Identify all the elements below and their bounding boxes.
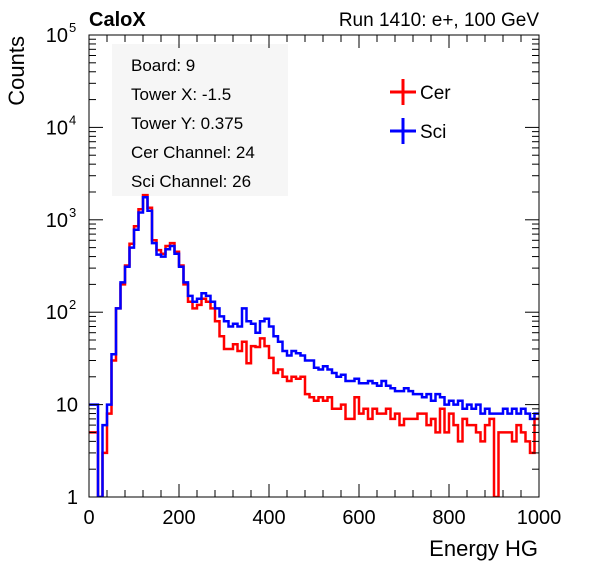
x-axis-label: Energy HG bbox=[429, 536, 538, 561]
x-tick-label: 0 bbox=[83, 507, 94, 529]
x-tick-label: 200 bbox=[162, 507, 195, 529]
y-tick-exponent: 3 bbox=[69, 205, 76, 220]
y-tick-exponent: 5 bbox=[69, 20, 76, 35]
series-layer bbox=[89, 193, 539, 497]
y-tick-label: 1 bbox=[67, 487, 78, 509]
info-text-line: Tower X: -1.5 bbox=[131, 85, 231, 104]
chart-title-right: Run 1410: e+, 100 GeV bbox=[339, 10, 540, 31]
y-tick-exponent: 2 bbox=[69, 297, 76, 312]
y-tick-label: 10 bbox=[46, 25, 68, 47]
x-tick-label: 800 bbox=[432, 507, 465, 529]
y-tick-label: 10 bbox=[46, 117, 68, 139]
info-text-line: Tower Y: 0.375 bbox=[131, 114, 243, 133]
info-text-line: Sci Channel: 26 bbox=[131, 172, 251, 191]
info-text-line: Cer Channel: 24 bbox=[131, 143, 255, 162]
info-box-background bbox=[112, 44, 288, 196]
y-tick-label: 10 bbox=[46, 302, 68, 324]
x-tick-label: 600 bbox=[342, 507, 375, 529]
y-axis-label: Counts bbox=[4, 36, 29, 106]
legend: Cer Sci bbox=[390, 79, 451, 144]
x-tick-label: 1000 bbox=[517, 507, 562, 529]
plot-frame bbox=[88, 34, 540, 498]
x-tick-label: 400 bbox=[252, 507, 285, 529]
series-line-sci bbox=[89, 196, 539, 497]
y-tick-label: 10 bbox=[46, 210, 68, 232]
chart-title-left: CaloX bbox=[89, 9, 146, 31]
legend-label-sci: Sci bbox=[420, 122, 446, 143]
y-tick-exponent: 4 bbox=[69, 112, 76, 127]
info-text-line: Board: 9 bbox=[131, 56, 195, 75]
y-tick-label: 10 bbox=[56, 395, 78, 417]
legend-label-cer: Cer bbox=[420, 83, 451, 104]
info-text-box: Board: 9 Tower X: -1.5 Tower Y: 0.375 Cer C… bbox=[112, 44, 288, 196]
